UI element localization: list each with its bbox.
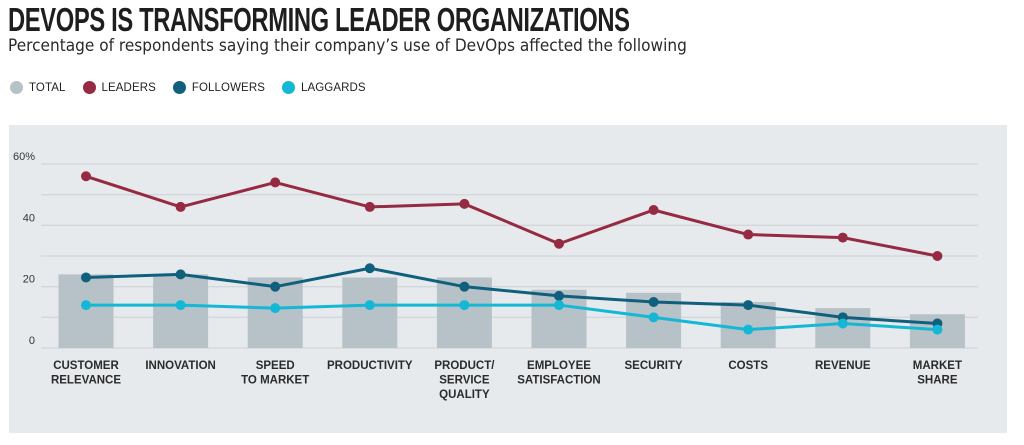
y-tick-label: 60% xyxy=(13,151,35,163)
legend-item-leaders: LEADERS xyxy=(82,81,156,94)
point-leaders xyxy=(459,198,470,209)
point-followers xyxy=(554,290,564,301)
legend-dot-icon xyxy=(282,81,295,94)
x-tick-label: INNOVATION xyxy=(145,360,216,372)
x-tick-label: CUSTOMER RELEVANCE xyxy=(51,360,121,387)
legend-label: TOTAL xyxy=(29,81,66,94)
point-laggards xyxy=(459,300,470,311)
chart-title: DEVOPS IS TRANSFORMING LEADER ORGANIZATI… xyxy=(8,1,630,38)
legend-label: LEADERS xyxy=(101,81,156,94)
point-leaders xyxy=(648,205,659,215)
legend-item-laggards: LAGGARDS xyxy=(282,81,366,94)
y-tick-label: 0 xyxy=(29,335,35,347)
point-leaders xyxy=(932,251,943,261)
point-followers xyxy=(743,300,754,311)
point-leaders xyxy=(81,171,91,182)
legend-dot-icon xyxy=(10,81,23,94)
point-laggards xyxy=(270,303,281,314)
chart-subtitle: Percentage of respondents saying their c… xyxy=(8,36,687,55)
legend-item-total: TOTAL xyxy=(10,81,66,94)
point-followers xyxy=(175,269,186,280)
bar-total xyxy=(58,274,114,348)
point-laggards xyxy=(932,324,943,335)
x-tick-label: PRODUCTIVITY xyxy=(327,360,413,372)
x-tick-label: SECURITY xyxy=(625,360,683,372)
point-followers xyxy=(364,263,375,274)
y-tick-label: 20 xyxy=(23,274,35,286)
y-tick-label: 40 xyxy=(23,212,35,224)
legend-dot-icon xyxy=(172,81,186,94)
point-followers xyxy=(648,297,659,307)
x-tick-label: EMPLOYEE SATISFACTION xyxy=(517,360,600,387)
x-tick-label: REVENUE xyxy=(815,360,871,372)
point-laggards xyxy=(743,324,754,335)
line-followers xyxy=(85,266,938,325)
x-axis: CUSTOMER RELEVANCE INNOVATION SPEED TO MARKE… xyxy=(51,360,962,401)
line-laggards xyxy=(86,303,938,332)
x-tick-label: COSTS xyxy=(728,360,768,372)
x-tick-label: MARKET SHARE xyxy=(913,360,962,387)
point-laggards xyxy=(837,318,848,329)
point-leaders xyxy=(175,201,186,212)
point-leaders xyxy=(837,232,848,243)
point-followers xyxy=(81,272,91,283)
point-laggards xyxy=(648,312,659,323)
point-leaders xyxy=(364,201,375,212)
legend-label: FOLLOWERS xyxy=(191,81,265,94)
bar-total xyxy=(342,277,398,348)
point-laggards xyxy=(554,300,564,311)
point-followers xyxy=(270,281,281,292)
point-laggards xyxy=(364,300,375,311)
legend-label: LAGGARDS xyxy=(301,81,366,94)
point-leaders xyxy=(554,238,564,249)
y-axis: 0 20 40 60% xyxy=(13,151,35,347)
x-tick-label: SPEED TO MARKET xyxy=(241,360,309,387)
series-lines xyxy=(81,171,943,335)
series-followers xyxy=(81,263,943,329)
legend-item-followers: FOLLOWERS xyxy=(172,81,265,94)
point-laggards xyxy=(81,300,91,311)
x-tick-label: PRODUCT/SERVICE QUALITY xyxy=(434,360,495,401)
legend-dot-icon xyxy=(82,81,96,94)
series-leaders xyxy=(81,171,943,261)
line-leaders xyxy=(85,174,938,258)
bars-total xyxy=(58,274,965,348)
legend: TOTAL LEADERS FOLLOWERS LAGGARDS xyxy=(10,81,383,94)
point-leaders xyxy=(743,229,754,240)
series-laggards xyxy=(81,300,943,335)
point-laggards xyxy=(175,300,186,311)
bar-total xyxy=(153,274,209,348)
point-leaders xyxy=(270,177,281,188)
point-followers xyxy=(459,281,470,292)
